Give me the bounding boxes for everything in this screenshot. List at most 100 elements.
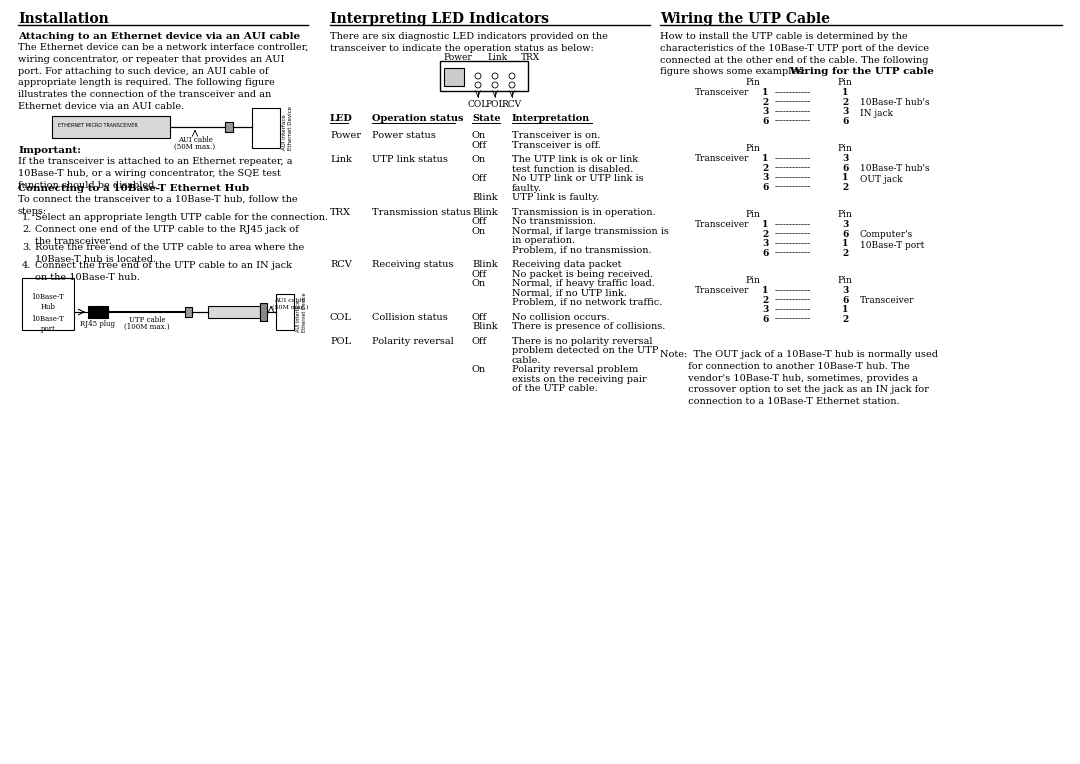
Text: 3: 3 bbox=[842, 220, 849, 229]
Text: Interpretation: Interpretation bbox=[512, 114, 591, 123]
Text: Normal, if heavy traffic load.: Normal, if heavy traffic load. bbox=[512, 279, 654, 288]
Text: Pin: Pin bbox=[745, 210, 760, 219]
Text: Select an appropriate length UTP cable for the connection.: Select an appropriate length UTP cable f… bbox=[35, 213, 328, 222]
Text: ETHERNET MICRO TRANSCEIVER: ETHERNET MICRO TRANSCEIVER bbox=[58, 123, 138, 128]
Bar bbox=[52, 116, 170, 138]
Text: 6: 6 bbox=[762, 116, 768, 125]
Text: Normal, if no UTP link.: Normal, if no UTP link. bbox=[512, 289, 626, 297]
Text: 2: 2 bbox=[762, 229, 768, 238]
Text: Transceiver: Transceiver bbox=[696, 154, 750, 163]
Text: 2: 2 bbox=[842, 183, 848, 192]
Circle shape bbox=[492, 82, 498, 88]
Text: Pin: Pin bbox=[837, 210, 852, 219]
Text: There is no polarity reversal: There is no polarity reversal bbox=[512, 336, 652, 345]
Text: Pin: Pin bbox=[837, 276, 852, 285]
Text: 6: 6 bbox=[842, 296, 849, 305]
Text: Transceiver is on.: Transceiver is on. bbox=[512, 131, 600, 140]
Text: 4.: 4. bbox=[22, 261, 31, 270]
Text: There are six diagnostic LED indicators provided on the
transceiver to indicate : There are six diagnostic LED indicators … bbox=[330, 32, 608, 53]
Text: No transmission.: No transmission. bbox=[512, 217, 596, 226]
Circle shape bbox=[475, 73, 481, 79]
Text: ------------: ------------ bbox=[775, 163, 811, 173]
Text: TRX: TRX bbox=[330, 208, 351, 216]
Text: UTP link status: UTP link status bbox=[372, 155, 448, 164]
Text: test function is disabled.: test function is disabled. bbox=[512, 164, 633, 173]
Text: Installation: Installation bbox=[18, 12, 109, 26]
Text: ------------: ------------ bbox=[775, 173, 811, 182]
Text: Off: Off bbox=[472, 217, 487, 226]
Text: AUI interface
Ethernet Device: AUI interface Ethernet Device bbox=[282, 106, 293, 150]
Text: There is presence of collisions.: There is presence of collisions. bbox=[512, 322, 665, 331]
Bar bbox=[276, 294, 294, 330]
Text: Link: Link bbox=[330, 155, 352, 164]
Text: 1: 1 bbox=[762, 286, 768, 295]
Text: 2: 2 bbox=[762, 98, 768, 106]
Text: To connect the transceiver to a 10Base-T hub, follow the
steps:: To connect the transceiver to a 10Base-T… bbox=[18, 195, 298, 215]
Text: Pin: Pin bbox=[837, 78, 852, 87]
Text: ------------: ------------ bbox=[775, 220, 811, 229]
Text: Operation status: Operation status bbox=[372, 114, 463, 123]
Text: Transceiver: Transceiver bbox=[696, 220, 750, 229]
Text: Power: Power bbox=[330, 131, 361, 140]
Bar bbox=[440, 61, 528, 91]
Text: ------------: ------------ bbox=[775, 88, 811, 97]
Bar bbox=[87, 306, 108, 318]
Text: ------------: ------------ bbox=[775, 98, 811, 106]
Text: 1: 1 bbox=[842, 173, 849, 182]
Text: Blink: Blink bbox=[472, 193, 498, 202]
Text: Wiring for the UTP cable: Wiring for the UTP cable bbox=[789, 67, 934, 76]
Text: The UTP link is ok or link: The UTP link is ok or link bbox=[512, 155, 638, 164]
Text: 1: 1 bbox=[762, 220, 768, 229]
Text: Blink: Blink bbox=[472, 208, 498, 216]
Text: RCV: RCV bbox=[502, 100, 522, 109]
Text: Off: Off bbox=[472, 312, 487, 322]
Text: 10Base-T
Hub: 10Base-T Hub bbox=[31, 293, 65, 312]
Text: AUI cable: AUI cable bbox=[177, 136, 213, 144]
Text: Transceiver: Transceiver bbox=[860, 296, 915, 305]
Text: Off: Off bbox=[472, 270, 487, 279]
Text: 6: 6 bbox=[762, 183, 768, 192]
Text: Transmission status: Transmission status bbox=[372, 208, 471, 216]
Text: UTP link is faulty.: UTP link is faulty. bbox=[512, 193, 599, 202]
Text: No collision occurs.: No collision occurs. bbox=[512, 312, 609, 322]
Text: State: State bbox=[472, 114, 501, 123]
Bar bbox=[252, 108, 280, 148]
Text: The Ethernet device can be a network interface controller,
wiring concentrator, : The Ethernet device can be a network int… bbox=[18, 43, 309, 111]
Text: 3: 3 bbox=[762, 239, 768, 248]
Text: Connect the free end of the UTP cable to an IN jack
on the 10Base-T hub.: Connect the free end of the UTP cable to… bbox=[35, 261, 292, 282]
Text: On: On bbox=[472, 155, 486, 164]
Text: Pin: Pin bbox=[745, 276, 760, 285]
Text: POL: POL bbox=[330, 336, 351, 345]
Text: Problem, if no transmission.: Problem, if no transmission. bbox=[512, 245, 651, 254]
Text: No UTP link or UTP link is: No UTP link or UTP link is bbox=[512, 174, 644, 183]
Text: Connecting to a 10Base-T Ethernet Hub: Connecting to a 10Base-T Ethernet Hub bbox=[18, 184, 249, 193]
Text: Problem, if no network traffic.: Problem, if no network traffic. bbox=[512, 298, 662, 307]
Text: RJ45 plug: RJ45 plug bbox=[81, 320, 116, 328]
Text: 2: 2 bbox=[842, 248, 848, 257]
Circle shape bbox=[492, 73, 498, 79]
Text: Polarity reversal problem: Polarity reversal problem bbox=[512, 365, 638, 374]
Text: cable.: cable. bbox=[512, 355, 541, 364]
Text: 10Base-T
port: 10Base-T port bbox=[31, 315, 65, 333]
Text: 3.: 3. bbox=[22, 243, 31, 252]
Text: Route the free end of the UTP cable to area where the
10Base-T hub is located.: Route the free end of the UTP cable to a… bbox=[35, 243, 305, 264]
Text: Power status: Power status bbox=[372, 131, 436, 140]
Text: Pin: Pin bbox=[745, 144, 760, 153]
Text: (50M max.): (50M max.) bbox=[175, 143, 216, 151]
Text: ------------: ------------ bbox=[775, 296, 811, 305]
Text: Collision status: Collision status bbox=[372, 312, 448, 322]
Text: POL: POL bbox=[485, 100, 504, 109]
Text: Connect one end of the UTP cable to the RJ45 jack of
the transceiver.: Connect one end of the UTP cable to the … bbox=[35, 225, 299, 246]
Text: Important:: Important: bbox=[18, 146, 81, 155]
Text: Transceiver is off.: Transceiver is off. bbox=[512, 141, 600, 150]
Text: of the UTP cable.: of the UTP cable. bbox=[512, 384, 597, 393]
Text: 6: 6 bbox=[762, 315, 768, 323]
Text: ------------: ------------ bbox=[775, 248, 811, 257]
Circle shape bbox=[509, 73, 515, 79]
Text: 3: 3 bbox=[762, 173, 768, 182]
Bar bbox=[225, 122, 233, 132]
Text: Receiving status: Receiving status bbox=[372, 260, 454, 269]
Text: 6: 6 bbox=[842, 116, 849, 125]
Text: 3: 3 bbox=[842, 154, 849, 163]
Text: Note:  The OUT jack of a 10Base-T hub is normally used
         for connection t: Note: The OUT jack of a 10Base-T hub is … bbox=[660, 350, 939, 406]
